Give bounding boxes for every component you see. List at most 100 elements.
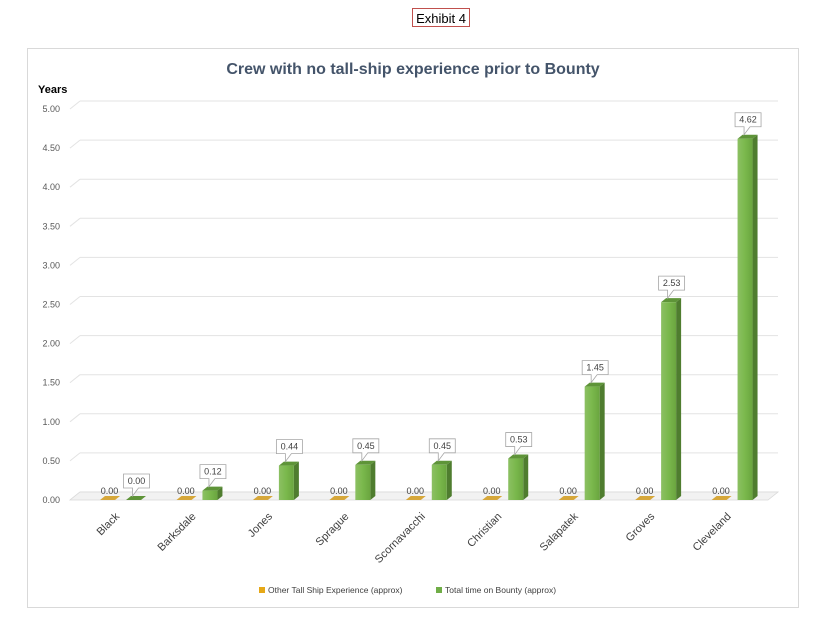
bar-bounty bbox=[202, 486, 223, 500]
data-label: 0.00 bbox=[101, 486, 119, 496]
bar-bounty-side bbox=[599, 382, 605, 500]
y-tick-label: 5.00 bbox=[42, 104, 60, 114]
bar-bounty-front bbox=[508, 458, 524, 500]
exhibit-label: Exhibit 4 bbox=[412, 8, 470, 27]
bar-bounty-side bbox=[523, 454, 529, 500]
y-tick-label: 4.00 bbox=[42, 182, 60, 192]
bar-bounty-side bbox=[370, 460, 376, 500]
bar-bounty-top bbox=[661, 298, 682, 303]
bar-other-top bbox=[100, 496, 120, 500]
legend-item-bounty: Total time on Bounty (approx) bbox=[436, 585, 556, 595]
bar-bounty bbox=[508, 454, 529, 500]
data-label: 1.45 bbox=[581, 360, 609, 384]
gridline-depth bbox=[69, 178, 81, 188]
y-tick-label: 0.50 bbox=[42, 456, 60, 466]
data-label-callout bbox=[505, 432, 533, 456]
bar-bounty-top bbox=[278, 461, 299, 466]
y-tick-label: 0.00 bbox=[42, 495, 60, 505]
bar-other-top bbox=[635, 496, 656, 500]
bar-other bbox=[711, 496, 732, 500]
y-tick-label: 3.00 bbox=[42, 260, 60, 270]
gridline-depth bbox=[69, 217, 81, 227]
chart-title: Crew with no tall-ship experience prior … bbox=[226, 61, 599, 78]
data-label-callout bbox=[658, 275, 686, 300]
category-label: Barksdale bbox=[155, 511, 198, 554]
bar-other-top bbox=[405, 496, 426, 500]
y-tick-label: 4.50 bbox=[42, 143, 60, 153]
data-label-callout bbox=[275, 439, 303, 463]
y-tick-label: 3.50 bbox=[42, 221, 60, 231]
bar-bounty-side bbox=[446, 460, 452, 500]
data-label: 0.00 bbox=[330, 486, 348, 496]
y-tick-label: 2.00 bbox=[42, 339, 60, 349]
data-label-text: 0.45 bbox=[434, 441, 452, 451]
category-label: Black bbox=[95, 510, 123, 538]
data-label-text: 1.45 bbox=[586, 363, 604, 373]
bar-bounty-top bbox=[202, 486, 223, 491]
gridline-depth bbox=[69, 335, 81, 344]
bar-bounty-side bbox=[217, 486, 223, 500]
legend: Other Tall Ship Experience (approx) Total… bbox=[259, 585, 556, 595]
category-label: Salapatek bbox=[538, 510, 581, 553]
y-axis-label: Years bbox=[38, 84, 67, 96]
bar-bounty-front bbox=[661, 302, 677, 500]
data-label: 0.00 bbox=[559, 486, 577, 496]
bar-bounty-top bbox=[508, 454, 529, 459]
bar-bounty-front bbox=[355, 464, 371, 500]
legend-label: Total time on Bounty (approx) bbox=[445, 585, 556, 595]
bar-bounty-top bbox=[584, 382, 605, 387]
bar-other bbox=[329, 496, 350, 500]
data-label-callout bbox=[123, 473, 150, 498]
category-label: Jones bbox=[246, 510, 276, 540]
data-label-text: 0.44 bbox=[281, 442, 299, 452]
bar-bounty-top bbox=[431, 460, 452, 465]
data-label-callout bbox=[199, 464, 227, 488]
data-label-text: 0.12 bbox=[204, 467, 222, 477]
data-label: 0.45 bbox=[428, 438, 456, 463]
bar-bounty bbox=[126, 496, 146, 500]
y-axis-ticks: 0.00 0.50 1.00 1.50 2.00 2.50 3.00 3.50 4.00 4.50… bbox=[42, 104, 60, 505]
data-label-text: 2.53 bbox=[663, 278, 681, 288]
data-label-text: 0.00 bbox=[330, 486, 348, 496]
data-label: 0.00 bbox=[712, 486, 730, 496]
category-label: Scornavacchi bbox=[373, 511, 428, 566]
data-label-text: 0.00 bbox=[483, 486, 501, 496]
bar-other bbox=[252, 496, 273, 500]
data-label: 0.44 bbox=[275, 439, 303, 463]
data-label: 0.53 bbox=[505, 432, 533, 456]
legend-label: Other Tall Ship Experience (approx) bbox=[268, 585, 403, 595]
category-label: Christian bbox=[465, 511, 504, 550]
legend-item-other: Other Tall Ship Experience (approx) bbox=[259, 585, 403, 595]
bar-bounty-top bbox=[126, 496, 146, 500]
bar-bounty-front bbox=[431, 464, 447, 500]
data-label-text: 0.00 bbox=[559, 486, 577, 496]
data-label: 0.00 bbox=[177, 486, 195, 496]
data-label-text: 0.00 bbox=[177, 486, 195, 496]
gridline-depth bbox=[69, 257, 81, 266]
category-label: Sprague bbox=[314, 511, 352, 549]
data-label-text: 0.00 bbox=[254, 486, 272, 496]
bar-bounty-side bbox=[676, 298, 682, 500]
bar-bounty-front bbox=[584, 386, 600, 500]
data-label-text: 0.45 bbox=[357, 441, 375, 451]
gridline-depth bbox=[69, 296, 81, 305]
data-label-text: 0.53 bbox=[510, 435, 528, 445]
bar-other-top bbox=[176, 496, 197, 500]
data-label-callout bbox=[428, 438, 456, 463]
data-label: 0.00 bbox=[636, 486, 654, 496]
bar-other bbox=[100, 496, 120, 500]
data-label: 0.12 bbox=[199, 464, 227, 488]
legend-swatch bbox=[436, 587, 442, 593]
category-label: Groves bbox=[624, 510, 658, 544]
y-tick-label: 1.00 bbox=[42, 417, 60, 427]
data-label-text: 0.00 bbox=[407, 486, 425, 496]
data-label-callout bbox=[581, 360, 609, 384]
legend-swatch bbox=[259, 587, 265, 593]
bar-bounty-side bbox=[293, 461, 299, 500]
gridline-depth bbox=[69, 374, 81, 384]
bar-other-top bbox=[252, 496, 273, 500]
bar-other bbox=[405, 496, 426, 500]
gridline-depth bbox=[69, 413, 81, 423]
chart-frame bbox=[27, 48, 799, 608]
